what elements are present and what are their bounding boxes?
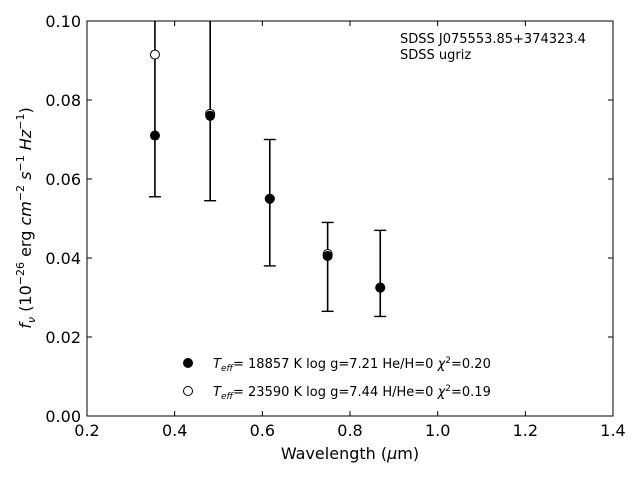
y-tick-label: 0.06 — [45, 170, 81, 189]
x-tick-label: 1.4 — [600, 421, 625, 440]
y-tick-label: 0.00 — [45, 407, 81, 426]
x-tick-label: 0.6 — [250, 421, 275, 440]
x-tick-label: 1.2 — [513, 421, 538, 440]
survey-label: SDSS ugriz — [400, 48, 471, 63]
legend-entry-1: Teff= 18857 K log g=7.21 He/H=0 χ2=0.20 — [213, 356, 491, 374]
y-tick-label: 0.10 — [45, 12, 81, 31]
y-axis-label: fν (10−26 erg cm−2 s−1 Hz−1) — [14, 107, 38, 328]
y-tick-label: 0.04 — [45, 249, 81, 268]
model-point-filled — [375, 282, 386, 293]
x-tick-label: 1.0 — [425, 421, 450, 440]
legend: Teff= 18857 K log g=7.21 He/H=0 χ2=0.20 … — [183, 356, 491, 402]
legend-entry-2: Teff= 23590 K log g=7.44 H/He=0 χ2=0.19 — [213, 384, 491, 402]
y-tick-label: 0.08 — [45, 91, 81, 110]
model-point-filled — [149, 130, 160, 141]
legend-marker-filled — [183, 358, 193, 368]
x-axis-label: Wavelength (μm) — [281, 444, 419, 463]
x-tick-label: 0.4 — [162, 421, 187, 440]
model-point-open — [149, 49, 160, 60]
y-tick-label: 0.02 — [45, 328, 81, 347]
object-id-label: SDSS J075553.85+374323.4 — [400, 32, 586, 47]
model-point-filled — [322, 251, 333, 262]
legend-marker-open — [183, 386, 193, 396]
data-marks — [148, 21, 387, 318]
model-point-filled — [264, 193, 275, 204]
axis-ticks: 0.2 0.4 0.6 0.8 1.0 1.2 1.4 0.00 0.02 0.04 0.06 0.0… — [45, 12, 625, 440]
x-tick-label: 0.2 — [74, 421, 99, 440]
x-tick-label: 0.8 — [337, 421, 362, 440]
model-point-filled — [205, 110, 216, 121]
